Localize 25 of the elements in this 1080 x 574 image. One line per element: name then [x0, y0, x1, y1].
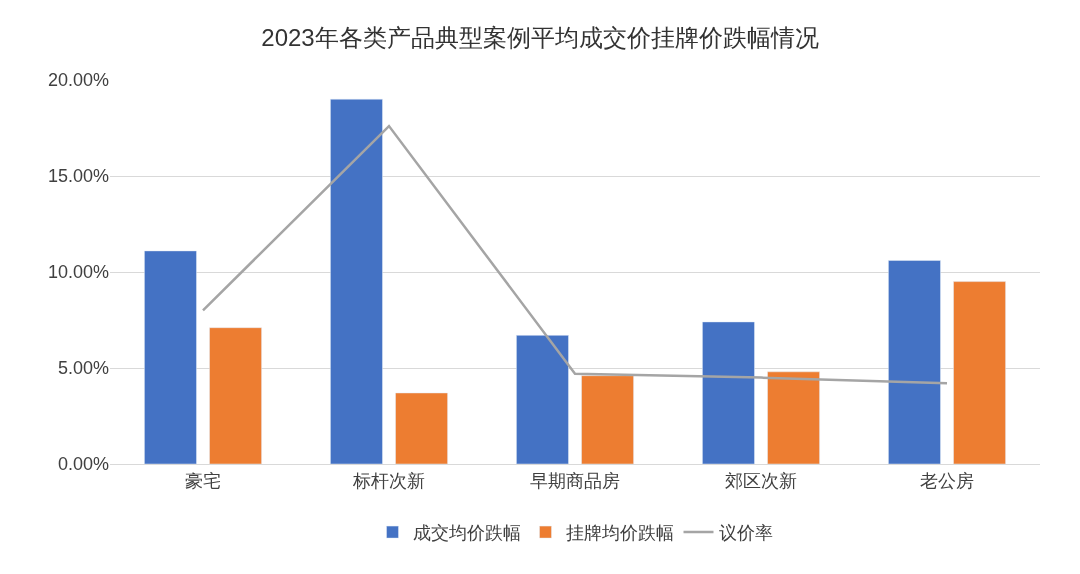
bar — [209, 327, 262, 464]
bar — [330, 98, 383, 464]
x-tick-label: 标杆次新 — [352, 470, 425, 491]
y-tick-label: 20.00% — [47, 70, 109, 91]
x-tick-label: 郊区次新 — [725, 470, 797, 491]
legend-label: 议价率 — [718, 523, 773, 544]
legend-label: 成交均价跌幅 — [412, 523, 521, 544]
y-tick-label: 0.00% — [57, 454, 109, 475]
legend-label: 挂牌均价跌幅 — [565, 523, 674, 544]
x-tick-label: 豪宅 — [185, 470, 221, 491]
bar — [581, 375, 634, 464]
x-tick-label: 早期商品房 — [530, 470, 620, 491]
bar — [144, 250, 197, 464]
bar — [953, 281, 1006, 464]
x-tick-label: 老公房 — [920, 470, 974, 491]
bar — [702, 321, 755, 464]
bar — [767, 371, 820, 464]
bar — [395, 392, 448, 464]
chart-title: 2023年各类产品典型案例平均成交价挂牌价跌幅情况 — [261, 23, 819, 51]
y-tick-label: 10.00% — [47, 262, 109, 283]
line-series — [201, 124, 949, 385]
bar — [888, 260, 941, 464]
bar — [516, 335, 569, 464]
y-tick-label: 15.00% — [47, 166, 109, 187]
y-tick-label: 5.00% — [57, 358, 109, 379]
